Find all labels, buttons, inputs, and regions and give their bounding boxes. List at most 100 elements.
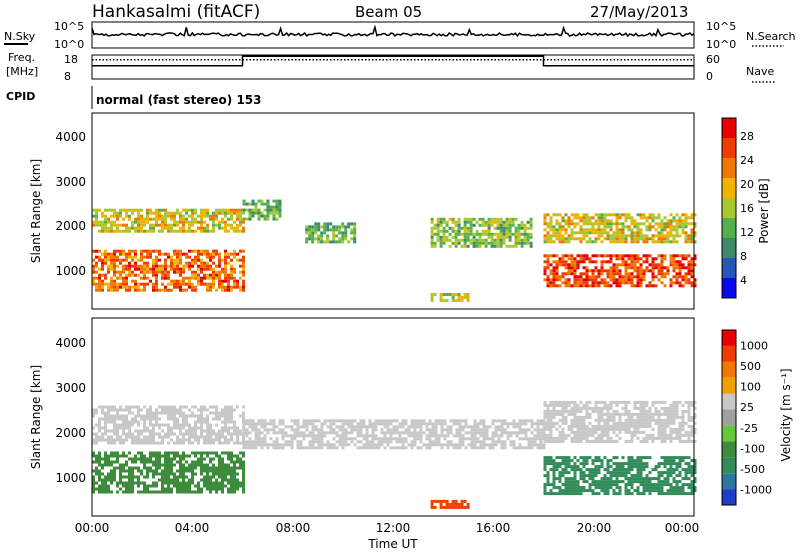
power-cell <box>597 275 601 279</box>
velocity-cell <box>666 421 670 425</box>
velocity-cell <box>209 457 212 461</box>
power-cell <box>579 254 583 258</box>
power-cell <box>609 219 613 223</box>
power-colorbar-tick: 28 <box>740 130 754 143</box>
velocity-cell <box>588 439 592 443</box>
velocity-cell <box>101 490 104 494</box>
power-cell <box>206 249 209 253</box>
velocity-cell <box>221 478 224 482</box>
velocity-cell <box>675 483 679 487</box>
velocity-cell <box>119 463 122 467</box>
velocity-cell <box>113 466 116 470</box>
velocity-cell <box>567 409 571 413</box>
power-cell <box>660 240 664 244</box>
velocity-cell <box>666 489 670 493</box>
power-cell <box>155 208 158 212</box>
velocity-cell <box>404 437 408 441</box>
power-cell <box>511 232 515 236</box>
velocity-cell <box>497 419 501 423</box>
velocity-cell <box>678 474 682 478</box>
power-cell <box>505 232 509 236</box>
velocity-cell <box>263 422 267 426</box>
velocity-cell <box>119 423 122 427</box>
velocity-cell <box>690 474 694 478</box>
power-cell <box>681 275 685 279</box>
velocity-cell <box>368 419 372 423</box>
power-cell <box>684 257 688 261</box>
velocity-cell <box>137 414 140 418</box>
velocity-cell <box>167 469 170 473</box>
velocity-cell <box>543 489 547 493</box>
velocity-cell <box>570 439 574 443</box>
power-cell <box>95 255 98 259</box>
velocity-cell <box>224 429 227 433</box>
power-cell <box>669 231 673 235</box>
power-cell <box>612 263 616 267</box>
velocity-cell <box>579 433 583 437</box>
velocity-cell <box>101 432 104 436</box>
power-cell <box>140 223 143 227</box>
power-cell <box>669 213 673 217</box>
velocity-cell <box>645 436 649 440</box>
velocity-cell <box>227 408 230 412</box>
power-cell <box>579 240 583 244</box>
velocity-cell <box>182 426 185 430</box>
power-cell <box>493 241 497 245</box>
velocity-cell <box>651 412 655 416</box>
velocity-cell <box>687 486 691 490</box>
velocity-cell <box>660 483 664 487</box>
velocity-cell <box>209 481 212 485</box>
power-cell <box>179 273 182 277</box>
power-cell <box>170 282 173 286</box>
power-cell <box>576 222 580 226</box>
velocity-colorbar-tick: 100 <box>740 381 761 394</box>
velocity-cell <box>206 454 209 458</box>
power-cell <box>92 276 95 280</box>
power-cell <box>353 225 357 229</box>
velocity-cell <box>657 430 661 434</box>
velocity-cell <box>627 459 631 463</box>
velocity-cell <box>242 435 245 439</box>
power-cell <box>104 258 107 262</box>
power-cell <box>350 228 354 232</box>
velocity-cell <box>654 477 658 481</box>
velocity-cell <box>552 471 556 475</box>
power-cell <box>278 205 282 209</box>
velocity-cell <box>600 462 604 466</box>
velocity-cell <box>576 483 580 487</box>
velocity-cell <box>410 419 414 423</box>
velocity-cell <box>269 419 273 423</box>
velocity-cell <box>503 419 507 423</box>
velocity-cell <box>176 438 179 442</box>
velocity-cell <box>576 480 580 484</box>
power-cell <box>179 270 182 274</box>
velocity-cell <box>404 428 408 432</box>
velocity-cell <box>143 457 146 461</box>
velocity-cell <box>431 428 435 432</box>
velocity-cell <box>636 477 640 481</box>
velocity-cell <box>558 486 562 490</box>
radar-title: Hankasalmi (fitACF) <box>92 2 260 22</box>
power-cell <box>484 223 488 227</box>
velocity-cell <box>681 486 685 490</box>
velocity-cell <box>645 439 649 443</box>
velocity-cell <box>413 425 417 429</box>
power-colorbar-swatch <box>722 158 736 178</box>
velocity-cell <box>624 403 628 407</box>
velocity-cell <box>131 405 134 409</box>
velocity-cell <box>125 426 128 430</box>
power-cell <box>460 244 464 248</box>
velocity-cell <box>543 400 547 404</box>
power-cell <box>636 234 640 238</box>
velocity-cell <box>113 432 116 436</box>
velocity-cell <box>176 490 179 494</box>
velocity-cell <box>209 441 212 445</box>
velocity-cell <box>476 431 480 435</box>
velocity-cell <box>597 400 601 404</box>
power-cell <box>224 273 227 277</box>
velocity-cell <box>479 446 483 450</box>
velocity-cell <box>449 431 453 435</box>
velocity-cell <box>152 475 155 479</box>
velocity-cell <box>449 440 453 444</box>
velocity-cell <box>125 435 128 439</box>
